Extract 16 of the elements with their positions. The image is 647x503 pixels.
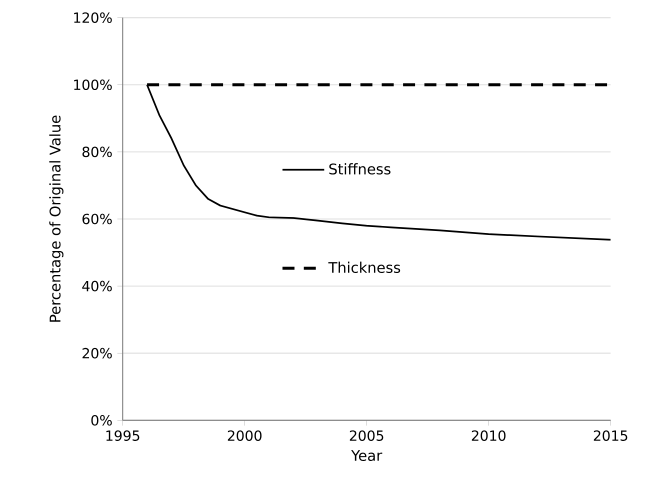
y-tick-label: 0% [91, 415, 112, 426]
y-axis-title: Percentage of Original Value [49, 116, 64, 322]
legend-label: Stiffness [329, 163, 390, 175]
x-tick-label: 2005 [350, 430, 384, 441]
y-tick-label: 120% [74, 12, 112, 23]
y-tick-label: 60% [82, 214, 112, 224]
y-tick-label: 20% [82, 348, 112, 358]
legend-label: Thickness [328, 262, 400, 274]
x-axis-title: Year [351, 450, 382, 462]
x-tick-label: 2000 [228, 430, 262, 441]
x-tick-label: 2010 [472, 430, 506, 441]
y-tick-label: 80% [82, 146, 112, 158]
x-tick-label: 1995 [106, 430, 140, 441]
x-tick-label: 2015 [594, 430, 628, 441]
y-tick-label: 100% [74, 79, 112, 90]
y-tick-label: 40% [82, 280, 112, 292]
